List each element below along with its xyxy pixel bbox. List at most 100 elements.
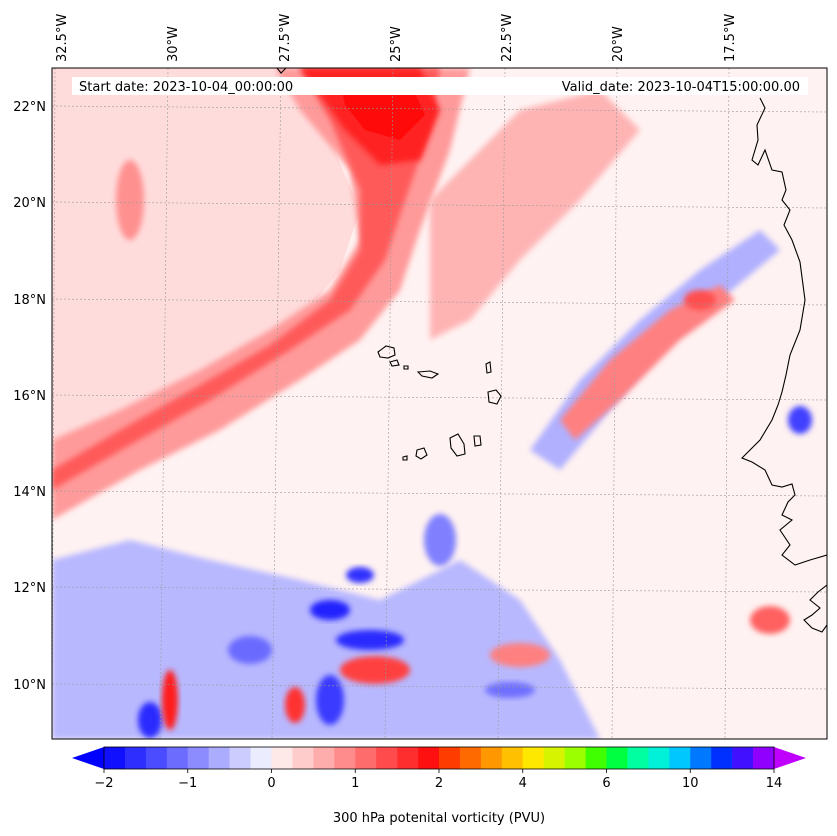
lat-label-14n: 14°N <box>13 485 46 500</box>
start-date-label: Start date: 2023-10-04_00:00:00 <box>79 80 293 95</box>
colorbar-tick-label: 1 <box>351 776 359 791</box>
pv-negative-core-2 <box>336 630 404 650</box>
pv-negative-core-3 <box>138 702 162 738</box>
pv-positive-core-5 <box>750 606 790 634</box>
pv-positive-core-3 <box>285 687 305 723</box>
colorbar-segment <box>459 747 482 769</box>
colorbar-tick-label: 10 <box>682 776 699 791</box>
pv-negative-core-9 <box>485 682 535 698</box>
colorbar-segment <box>313 747 335 769</box>
colorbar-segment <box>418 747 440 769</box>
island-santiago <box>449 433 466 457</box>
latitude-labels: 22°N 20°N 18°N 16°N 14°N 12°N 10°N <box>13 100 46 693</box>
colorbar-segment <box>397 747 419 769</box>
lon-label-27-5w: 27.5°W <box>278 14 293 62</box>
colorbar-segment <box>334 747 356 769</box>
north-coast-fragment <box>276 68 287 74</box>
island-santo-antao <box>377 345 396 359</box>
pv-positive-core-1 <box>340 656 410 684</box>
colorbar-segment <box>585 747 607 769</box>
pv-positive-core-7 <box>116 160 144 240</box>
island-fogo <box>415 447 428 460</box>
colorbar-segment <box>250 747 272 769</box>
longitude-labels: 32.5°W 30°W 27.5°W 25°W 22.5°W 20°W 17.5… <box>55 14 738 62</box>
colorbar-extend-low <box>72 747 104 769</box>
island-brava <box>402 455 408 461</box>
colorbar-tick-label: 4 <box>519 776 527 791</box>
colorbar-segment <box>145 747 168 769</box>
colorbar-tick-label: 0 <box>267 776 275 791</box>
pv-negative-core-1 <box>310 600 350 620</box>
pv-positive-filament-east <box>560 285 735 440</box>
lat-label-16n: 16°N <box>13 389 46 404</box>
island-santa-luzia <box>403 365 409 370</box>
colorbar-segment <box>522 747 544 769</box>
pv-negative-core-5 <box>228 636 272 664</box>
pv-positive-core-2 <box>162 670 178 730</box>
island-sao-vicente <box>389 359 400 367</box>
colorbar-tick-label: −2 <box>94 776 113 791</box>
pv-negative-core-6 <box>788 406 812 434</box>
lat-label-18n: 18°N <box>13 293 46 308</box>
colorbar-label: 300 hPa potenital vorticity (PVU) <box>333 811 545 826</box>
colorbar-segment <box>480 747 503 769</box>
pv-positive-core-6 <box>684 290 716 310</box>
lat-label-22n: 22°N <box>13 100 46 115</box>
colorbar-segment <box>124 747 147 769</box>
island-sal <box>485 361 492 374</box>
colorbar-segment <box>439 747 461 769</box>
colorbar: −2 −1 0 1 2 4 6 10 14 300 hPa potenital vorticit… <box>72 746 806 826</box>
colorbar-segment <box>271 747 293 769</box>
map-panel <box>52 68 827 739</box>
colorbar-tick-label: 14 <box>766 776 783 791</box>
island-sao-nicolau <box>416 370 440 379</box>
colorbar-segment <box>501 747 524 769</box>
lon-label-25w: 25°W <box>389 26 404 62</box>
colorbar-segment <box>648 747 670 769</box>
colorbar-segment <box>711 747 733 769</box>
lat-label-10n: 10°N <box>13 678 46 693</box>
pv-negative-core-8 <box>346 567 374 583</box>
colorbar-segment <box>208 747 230 769</box>
colorbar-segment <box>229 747 251 769</box>
valid-date-label: Valid_date: 2023-10-04T15:00:00.00 <box>562 80 800 95</box>
colorbar-segment <box>669 747 691 769</box>
map-frame <box>51 67 828 740</box>
lat-label-12n: 12°N <box>13 581 46 596</box>
colorbar-segment <box>376 747 398 769</box>
colorbar-segment <box>104 747 126 769</box>
colorbar-tick-label: 6 <box>602 776 610 791</box>
colorbar-tick-label: −1 <box>178 776 197 791</box>
lon-label-20w: 20°W <box>611 26 626 62</box>
lon-label-17-5w: 17.5°W <box>723 14 738 62</box>
cape-verde-islands <box>377 345 502 461</box>
date-annotation-box <box>72 77 808 95</box>
colorbar-segment <box>564 747 586 769</box>
colorbar-segment <box>606 747 628 769</box>
colorbar-segment <box>627 747 649 769</box>
colorbar-segment <box>187 747 209 769</box>
island-maio <box>473 435 482 447</box>
pv-positive-core-4 <box>490 643 550 667</box>
colorbar-ticks: −2 −1 0 1 2 4 6 10 14 <box>94 769 782 791</box>
colorbar-extend-high <box>774 747 806 769</box>
colorbar-tick-label: 2 <box>435 776 443 791</box>
pv-negative-core-4 <box>316 675 344 725</box>
west-africa-coastline <box>741 97 827 566</box>
colorbar-segment <box>355 747 377 769</box>
lon-label-22-5w: 22.5°W <box>500 14 515 62</box>
colorbar-segment <box>690 747 712 769</box>
island-boa-vista <box>487 389 502 405</box>
lon-label-30w: 30°W <box>166 26 181 62</box>
pv-band-east <box>430 90 640 340</box>
colorbar-segment <box>543 747 565 769</box>
colorbar-segment <box>732 747 754 769</box>
lat-label-20n: 20°N <box>13 196 46 211</box>
colorbar-segments <box>104 747 775 769</box>
colorbar-segment <box>166 747 189 769</box>
pv-negative-region-south <box>52 540 600 739</box>
pv-negative-core-7 <box>424 514 456 566</box>
graticule <box>52 68 827 739</box>
colorbar-segment <box>753 747 775 769</box>
